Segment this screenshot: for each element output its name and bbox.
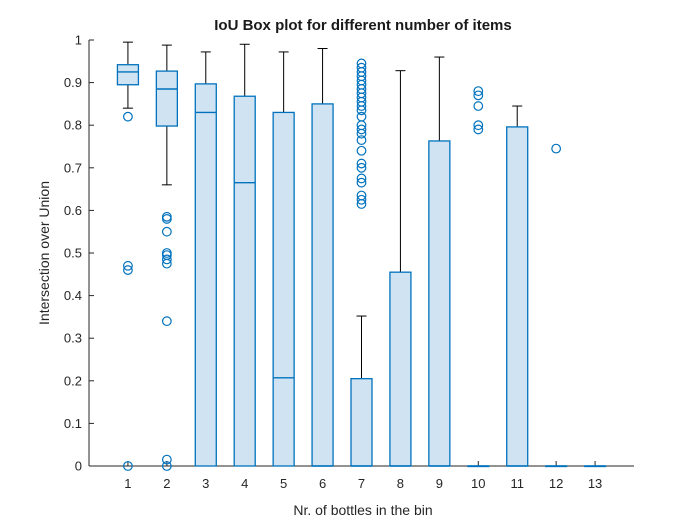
outlier-point [161, 316, 172, 327]
x-tick-label: 1 [124, 476, 131, 491]
y-axis-label: Intersection over Union [36, 181, 52, 325]
outlier-point [356, 128, 367, 139]
outlier-point [473, 101, 484, 111]
outlier-point [473, 120, 484, 131]
x-tick-label: 9 [436, 476, 443, 491]
outlier-point [123, 260, 133, 271]
y-tick-label: 0 [75, 459, 82, 474]
box-iqr [389, 271, 412, 467]
outlier-point [356, 199, 367, 209]
outlier-point [161, 254, 172, 265]
outlier-point [473, 124, 484, 135]
outlier-point [356, 135, 367, 146]
outlier-point [356, 162, 367, 173]
x-tick-label: 7 [358, 476, 365, 491]
box-iqr [506, 126, 529, 467]
x-tick-label: 8 [397, 476, 404, 491]
outlier-point [356, 173, 367, 184]
x-tick-label: 4 [241, 476, 248, 491]
x-tick-label: 2 [163, 476, 170, 491]
outlier-point [356, 177, 367, 188]
outlier-point [161, 258, 172, 269]
y-tick-label: 0.9 [64, 75, 82, 90]
plot-area: 00.10.20.30.40.50.60.70.80.911 2 3 4 5 6 7 8 9 10… [64, 33, 634, 491]
y-tick-label: 0.3 [64, 331, 82, 346]
x-tick-label: 12 [549, 476, 563, 491]
outlier-point [356, 124, 367, 135]
y-tick-label: 0.6 [64, 203, 82, 218]
outlier-point [356, 105, 367, 116]
box-iqr [116, 64, 140, 86]
outlier-point [356, 194, 367, 205]
box-iqr [194, 83, 217, 467]
outlier-point [473, 86, 484, 97]
outlier-point [356, 145, 367, 156]
outlier-point [123, 265, 133, 275]
outlier-point [551, 143, 562, 154]
outlier-point [161, 226, 172, 237]
box-iqr [428, 140, 451, 467]
y-tick-label: 0.1 [64, 416, 82, 431]
x-tick-label: 3 [202, 476, 209, 491]
outlier-point [161, 454, 172, 465]
y-tick-label: 0.8 [64, 118, 82, 133]
chart-title: IoU Box plot for different number of ite… [214, 17, 512, 34]
x-axis-label: Nr. of bottles in the bin [293, 502, 432, 518]
outlier-point [123, 461, 133, 471]
y-tick-label: 0.4 [64, 288, 82, 303]
y-tick-label: 0.7 [64, 160, 82, 175]
outlier-point [161, 461, 172, 471]
x-tick-label: 11 [510, 476, 524, 491]
outlier-point [123, 111, 133, 122]
box-iqr [350, 378, 373, 467]
x-tick-label: 6 [319, 476, 326, 491]
box-iqr [233, 95, 256, 467]
box-iqr [155, 70, 179, 127]
y-tick-label: 1 [75, 33, 82, 48]
outlier-point [473, 90, 484, 101]
outlier-point [356, 158, 367, 169]
x-tick-label: 5 [280, 476, 287, 491]
x-tick-label: 10 [471, 476, 485, 491]
outlier-point [356, 101, 367, 111]
outlier-point [161, 214, 172, 224]
y-tick-label: 0.2 [64, 373, 82, 388]
box-iqr [311, 103, 334, 467]
x-tick-label: 13 [588, 476, 602, 491]
y-tick-label: 0.5 [64, 246, 82, 261]
outlier-point [356, 111, 367, 122]
box-iqr [272, 111, 295, 467]
outlier-point [161, 211, 172, 222]
